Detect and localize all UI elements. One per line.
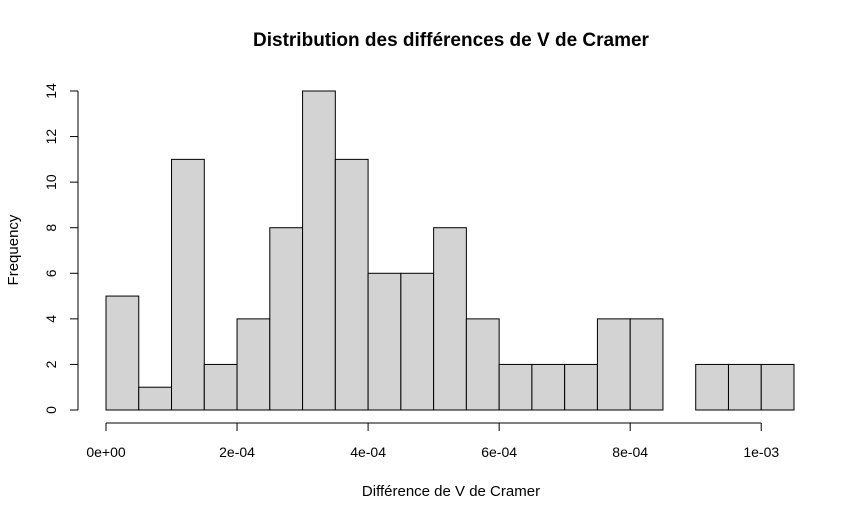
x-tick-label: 8e-04 (612, 444, 648, 460)
x-axis: 0e+00 2e-04 4e-04 6e-04 8e-04 1e-03 (86, 422, 779, 460)
y-tick-label: 10 (43, 174, 59, 190)
x-tick-label: 0e+00 (86, 444, 126, 460)
y-tick-label: 0 (43, 406, 59, 414)
histogram-bar (498, 363, 533, 411)
histogram-bar (269, 227, 304, 411)
y-tick-label: 4 (43, 315, 59, 323)
histogram-bar (400, 272, 435, 411)
histogram-bar (465, 318, 500, 411)
y-tick-label: 2 (43, 360, 59, 368)
histogram-bar (695, 363, 729, 411)
x-tick-label: 4e-04 (350, 444, 386, 460)
histogram-bar (367, 272, 402, 411)
bars-group (105, 90, 795, 411)
histogram-bar (564, 363, 598, 411)
histogram-bar (236, 318, 271, 411)
y-tick-label: 8 (43, 224, 59, 232)
chart-title: Distribution des différences de V de Cra… (253, 30, 650, 51)
y-tick-label: 12 (43, 129, 59, 145)
histogram-bar (105, 295, 140, 411)
histogram-bar (760, 363, 795, 411)
histogram-bar (334, 158, 369, 411)
x-tick-label: 1e-03 (743, 444, 779, 460)
histogram-bar (171, 158, 205, 411)
x-axis-label: Différence de V de Cramer (362, 483, 540, 500)
histogram-bar (138, 386, 173, 411)
x-tick-label: 2e-04 (219, 444, 255, 460)
histogram-bar (302, 90, 336, 411)
histogram-bar (531, 363, 566, 411)
histogram-bar (629, 318, 664, 411)
y-tick-label: 14 (43, 83, 59, 99)
x-tick-label: 6e-04 (481, 444, 517, 460)
y-axis-label: Frequency (5, 214, 22, 285)
histogram-bar (727, 363, 762, 411)
histogram-bar (203, 363, 238, 411)
y-tick-label: 6 (43, 269, 59, 277)
y-axis: 0 2 4 6 8 10 12 14 (43, 83, 79, 414)
histogram-bar (596, 318, 631, 411)
histogram-bar (433, 227, 467, 411)
